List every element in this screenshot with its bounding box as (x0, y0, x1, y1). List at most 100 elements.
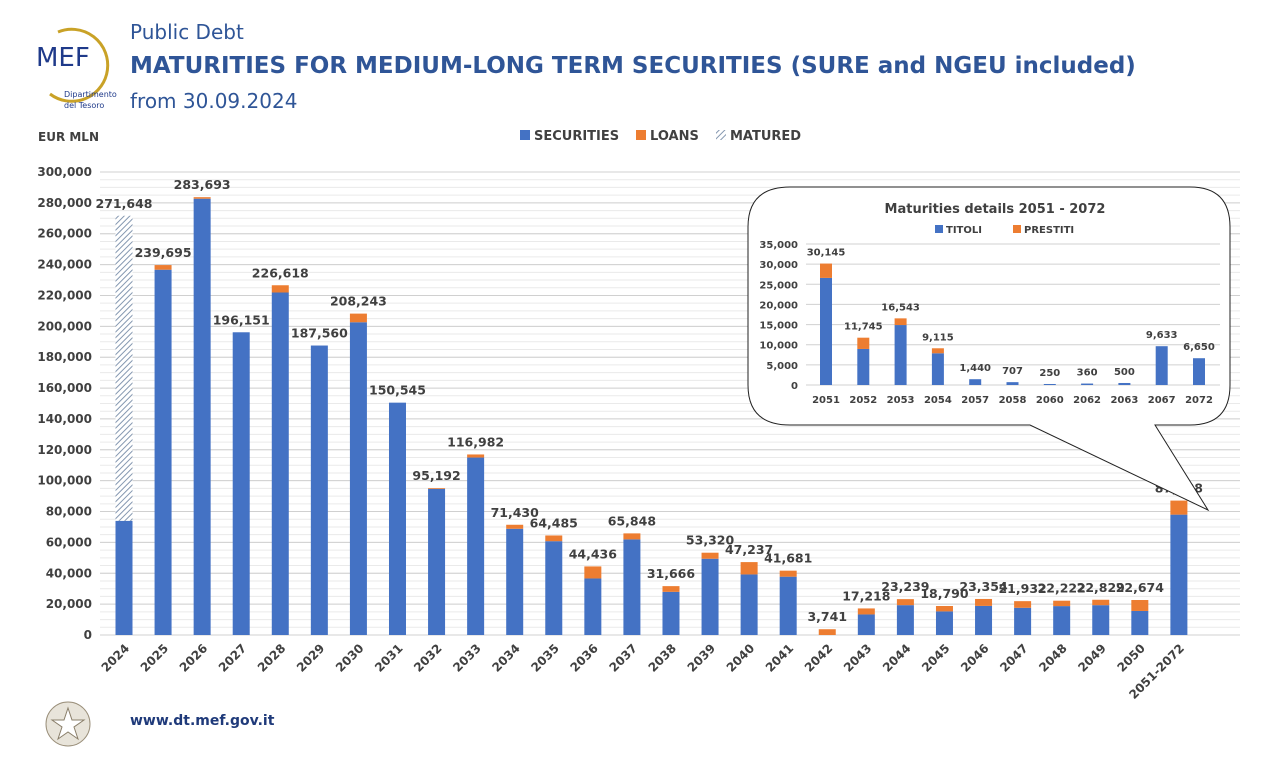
x-tick-label: 2039 (685, 641, 719, 675)
y-tick-label: 25,000 (759, 280, 798, 291)
y-axis-label: EUR MLN (38, 130, 99, 144)
x-tick-label: 2037 (607, 641, 641, 675)
data-label: 283,693 (174, 177, 231, 192)
bar-securities (623, 539, 641, 635)
inset-callout (747, 186, 1231, 512)
x-tick-label: 2054 (924, 395, 952, 406)
bar-securities (310, 345, 328, 635)
y-tick-label: 220,000 (37, 288, 92, 302)
bar-loans (467, 454, 485, 458)
y-tick-label: 140,000 (37, 412, 92, 426)
bar-securities (740, 574, 758, 635)
data-label: 1,440 (959, 363, 991, 374)
y-tick-label: 80,000 (46, 505, 92, 519)
x-tick-label: 2045 (919, 641, 953, 675)
bar-loans (701, 552, 719, 559)
bar-titoli (1006, 382, 1019, 385)
bar-prestiti (857, 337, 870, 349)
x-tick-label: 2038 (646, 641, 680, 675)
x-tick-label: 2048 (1036, 641, 1070, 675)
y-tick-label: 200,000 (37, 319, 92, 333)
bar-loans (1092, 599, 1110, 606)
x-tick-label: 2067 (1148, 395, 1176, 406)
data-label: 250 (1039, 368, 1060, 379)
date-line: from 30.09.2024 (130, 89, 298, 113)
data-label: 17,218 (842, 588, 890, 603)
x-tick-label: 2030 (333, 641, 367, 675)
y-tick-label: 0 (791, 381, 798, 392)
bar-securities (896, 605, 914, 635)
mef-logo: MEF Dipartimento del Tesoro (36, 27, 117, 110)
legend-label: LOANS (650, 129, 699, 144)
legend-label: TITOLI (946, 225, 982, 236)
bar-loans (193, 197, 211, 199)
x-tick-label: 2060 (1036, 395, 1064, 406)
legend-swatch (636, 130, 646, 140)
y-tick-label: 60,000 (46, 535, 92, 549)
bar-securities (701, 558, 719, 635)
x-tick-label: 2032 (411, 641, 445, 675)
bar-securities (428, 488, 446, 635)
x-tick-label: 2041 (763, 641, 797, 675)
bar-loans (740, 562, 758, 575)
data-label: 41,681 (764, 551, 812, 566)
bar-loans (545, 535, 563, 542)
data-label: 500 (1114, 367, 1135, 378)
bar-prestiti (931, 348, 944, 354)
data-label: 116,982 (447, 434, 504, 449)
x-tick-label: 2042 (802, 641, 836, 675)
bar-titoli (820, 277, 832, 385)
y-tick-label: 0 (84, 628, 92, 642)
bar-securities (388, 402, 406, 635)
bar-securities (271, 292, 289, 635)
y-tick-label: 30,000 (759, 260, 798, 271)
bar-loans (584, 566, 602, 579)
data-label: 9,115 (922, 332, 954, 343)
bar-titoli (1193, 358, 1205, 385)
bar-titoli (969, 379, 982, 385)
x-tick-label: 2051 (812, 395, 840, 406)
y-tick-label: 5,000 (766, 361, 798, 372)
bar-securities (467, 457, 485, 635)
bar-loans (857, 608, 875, 615)
bar-securities (545, 541, 563, 635)
bar-securities (115, 520, 133, 635)
logo-sub2: del Tesoro (64, 101, 104, 110)
inset-title: Maturities details 2051 - 2072 (885, 202, 1106, 217)
bar-loans (1131, 600, 1149, 611)
logo-sub1: Dipartimento (64, 90, 117, 99)
legend-swatch (935, 225, 943, 233)
y-tick-label: 100,000 (37, 474, 92, 488)
x-tick-label: 2028 (255, 641, 289, 675)
y-tick-label: 40,000 (46, 566, 92, 580)
bar-loans (1053, 600, 1071, 607)
data-label: 9,633 (1146, 330, 1178, 341)
y-tick-label: 20,000 (46, 597, 92, 611)
bar-loans (935, 606, 953, 612)
data-label: 3,741 (807, 609, 847, 624)
y-tick-label: 20,000 (759, 300, 798, 311)
x-tick-label: 2026 (177, 641, 211, 675)
x-tick-label: 2052 (849, 395, 877, 406)
data-label: 31,666 (647, 566, 696, 581)
data-label: 22,222 (1038, 581, 1086, 596)
x-tick-label: 2029 (294, 641, 328, 675)
y-tick-label: 260,000 (37, 227, 92, 241)
bar-securities (193, 198, 211, 636)
bar-titoli (894, 325, 907, 385)
bar-securities (935, 611, 953, 635)
x-tick-label: 2062 (1073, 395, 1101, 406)
x-tick-label: 2034 (489, 641, 523, 675)
x-tick-label: 2057 (961, 395, 989, 406)
bar-securities (975, 605, 993, 635)
republic-emblem (45, 701, 91, 747)
x-tick-label: 2027 (216, 641, 250, 675)
y-tick-label: 10,000 (759, 341, 798, 352)
bar-loans (975, 598, 993, 606)
website-link[interactable]: www.dt.mef.gov.it (130, 713, 275, 729)
data-label: 47,237 (725, 542, 773, 557)
bar-loans (896, 599, 914, 606)
legend-swatch (1013, 225, 1021, 233)
bar-securities (1131, 610, 1149, 635)
data-label: 208,243 (330, 294, 387, 309)
